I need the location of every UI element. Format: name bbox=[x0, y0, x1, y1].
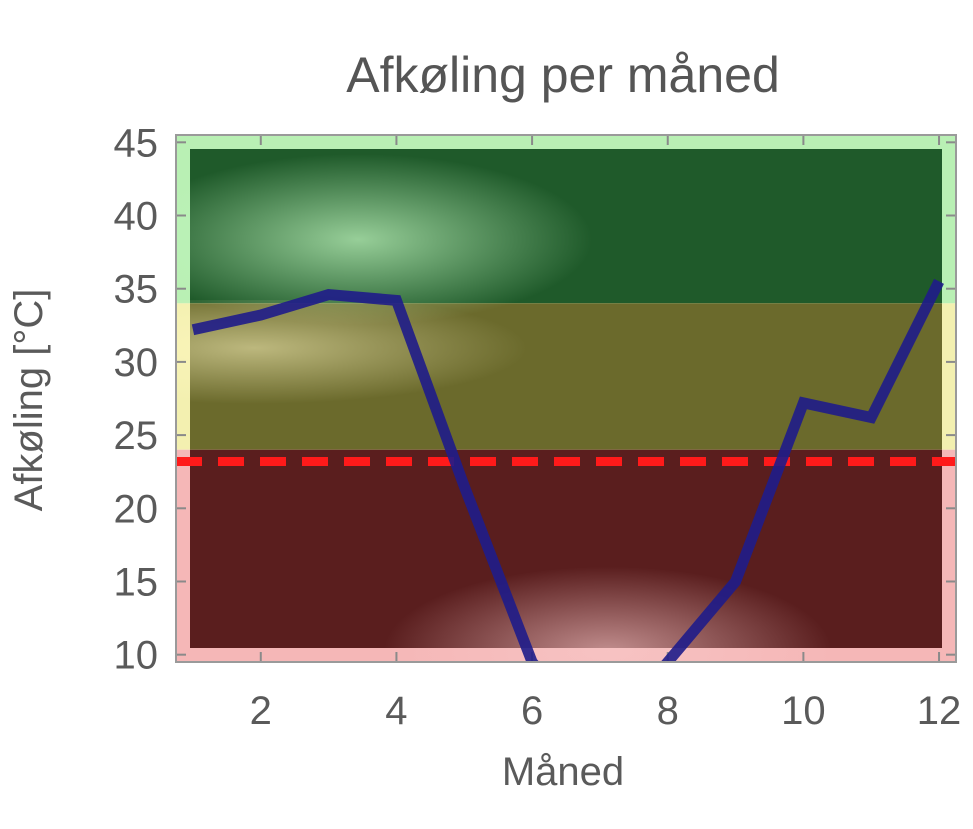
x-axis-label: Måned bbox=[502, 750, 624, 794]
chart-title: Afkøling per måned bbox=[346, 47, 780, 103]
y-tick-label: 35 bbox=[114, 268, 159, 312]
yellow-glow bbox=[176, 300, 956, 460]
x-tick-label: 12 bbox=[917, 689, 962, 733]
series-line-0 bbox=[191, 278, 944, 662]
plot-frame bbox=[175, 134, 957, 663]
y-tick-label: 45 bbox=[114, 121, 159, 165]
y-tick-label: 40 bbox=[114, 195, 159, 239]
x-tick-label: 10 bbox=[781, 689, 826, 733]
x-tick-labels: 2 4 6 8 10 12 bbox=[250, 689, 962, 733]
y-tick-labels: 10 15 20 25 30 35 40 45 bbox=[114, 121, 159, 677]
y-tick-label: 20 bbox=[114, 487, 159, 531]
y-tick-label: 15 bbox=[114, 560, 159, 604]
green-glow bbox=[176, 135, 696, 325]
y-axis-label: Afkøling [°C] bbox=[7, 289, 51, 512]
x-tick-label: 8 bbox=[657, 689, 679, 733]
x-tick-label: 2 bbox=[250, 689, 272, 733]
y-tick-label: 30 bbox=[114, 341, 159, 385]
x-tick-label: 4 bbox=[385, 689, 407, 733]
y-tick-label: 25 bbox=[114, 414, 159, 458]
y-tick-label: 10 bbox=[114, 634, 159, 678]
tick-marks bbox=[176, 135, 956, 662]
x-tick-label: 6 bbox=[521, 689, 543, 733]
series-group bbox=[191, 278, 944, 662]
